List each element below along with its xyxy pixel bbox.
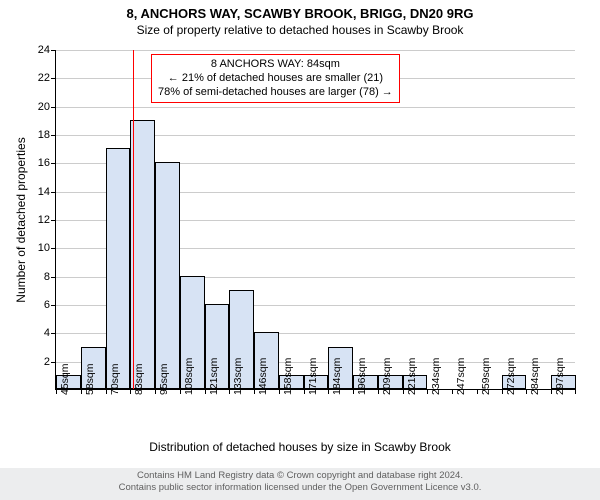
x-tick-mark <box>551 389 552 394</box>
y-tick-label: 4 <box>44 327 56 339</box>
y-tick-label: 10 <box>38 242 56 254</box>
plot-frame: 2468101214161820222445sqm58sqm70sqm83sqm… <box>55 50 575 390</box>
y-tick-label: 12 <box>38 214 56 226</box>
histogram-bar <box>155 162 180 389</box>
x-tick-mark <box>575 389 576 394</box>
x-tick-label: 70sqm <box>109 363 121 395</box>
y-tick-label: 14 <box>38 186 56 198</box>
x-tick-label: 259sqm <box>480 358 492 395</box>
y-tick-label: 2 <box>44 356 56 368</box>
x-tick-mark <box>526 389 527 394</box>
x-tick-mark <box>403 389 404 394</box>
y-tick-label: 24 <box>38 44 56 56</box>
annotation-box: 8 ANCHORS WAY: 84sqm← 21% of detached ho… <box>151 54 400 103</box>
x-tick-label: 158sqm <box>282 358 294 395</box>
x-tick-mark <box>155 389 156 394</box>
x-tick-label: 297sqm <box>554 358 566 395</box>
x-tick-label: 133sqm <box>232 358 244 395</box>
x-tick-mark <box>427 389 428 394</box>
x-tick-label: 45sqm <box>59 363 71 395</box>
chart-container: 8, ANCHORS WAY, SCAWBY BROOK, BRIGG, DN2… <box>0 0 600 500</box>
x-tick-mark <box>477 389 478 394</box>
annotation-line: 78% of semi-detached houses are larger (… <box>158 86 393 100</box>
x-tick-mark <box>254 389 255 394</box>
footer-line-2: Contains public sector information licen… <box>0 482 600 494</box>
x-tick-label: 221sqm <box>406 358 418 395</box>
x-tick-mark <box>452 389 453 394</box>
x-tick-mark <box>130 389 131 394</box>
y-tick-label: 6 <box>44 299 56 311</box>
y-axis-title: Number of detached properties <box>14 137 28 302</box>
x-tick-label: 234sqm <box>430 358 442 395</box>
x-tick-label: 95sqm <box>158 363 170 395</box>
x-tick-label: 247sqm <box>455 358 467 395</box>
x-tick-label: 108sqm <box>183 358 195 395</box>
plot-area: 2468101214161820222445sqm58sqm70sqm83sqm… <box>55 50 575 390</box>
x-tick-label: 146sqm <box>257 358 269 395</box>
x-tick-mark <box>229 389 230 394</box>
footer-line-1: Contains HM Land Registry data © Crown c… <box>0 470 600 482</box>
x-tick-mark <box>106 389 107 394</box>
footer: Contains HM Land Registry data © Crown c… <box>0 468 600 500</box>
x-tick-mark <box>304 389 305 394</box>
y-tick-label: 16 <box>38 157 56 169</box>
x-tick-label: 121sqm <box>208 358 220 395</box>
x-tick-mark <box>205 389 206 394</box>
x-tick-mark <box>56 389 57 394</box>
x-tick-mark <box>180 389 181 394</box>
annotation-line: 8 ANCHORS WAY: 84sqm <box>158 58 393 72</box>
y-tick-label: 22 <box>38 72 56 84</box>
x-tick-mark <box>502 389 503 394</box>
x-tick-label: 83sqm <box>133 363 145 395</box>
histogram-bar <box>106 148 131 389</box>
x-tick-mark <box>378 389 379 394</box>
x-tick-label: 209sqm <box>381 358 393 395</box>
x-tick-mark <box>279 389 280 394</box>
x-tick-mark <box>81 389 82 394</box>
annotation-line: ← 21% of detached houses are smaller (21… <box>158 72 393 86</box>
chart-title-main: 8, ANCHORS WAY, SCAWBY BROOK, BRIGG, DN2… <box>0 0 600 21</box>
x-tick-label: 171sqm <box>307 358 319 395</box>
y-tick-label: 18 <box>38 129 56 141</box>
x-tick-label: 284sqm <box>529 358 541 395</box>
x-tick-label: 58sqm <box>84 363 96 395</box>
y-tick-label: 8 <box>44 271 56 283</box>
y-tick-label: 20 <box>38 101 56 113</box>
x-tick-label: 184sqm <box>331 358 343 395</box>
x-tick-label: 196sqm <box>356 358 368 395</box>
x-tick-label: 272sqm <box>505 358 517 395</box>
marker-line <box>133 50 134 389</box>
x-tick-mark <box>353 389 354 394</box>
x-tick-mark <box>328 389 329 394</box>
x-axis-title: Distribution of detached houses by size … <box>0 440 600 454</box>
chart-title-sub: Size of property relative to detached ho… <box>0 21 600 37</box>
